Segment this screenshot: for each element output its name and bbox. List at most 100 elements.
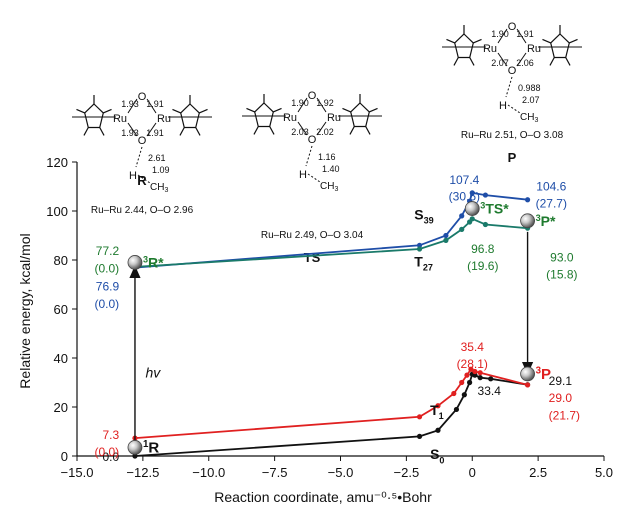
x-tick-label: −2.5	[394, 465, 420, 480]
y-tick-label: 40	[54, 351, 68, 366]
val-t1-r-rel: (0.0)	[94, 445, 119, 459]
data-point-t1	[524, 382, 531, 388]
val-t27-r: 77.2	[96, 244, 120, 258]
hv-label: hv	[146, 365, 162, 381]
label-s0-sub: 0	[439, 455, 444, 465]
val-t1-ts: 35.4	[461, 340, 485, 354]
ru-o-bond	[497, 28, 508, 44]
methyl-bond	[103, 108, 112, 114]
dist-oh: 0.988	[518, 83, 541, 93]
x-tick-label: 2.5	[529, 465, 547, 480]
axes: −15.0 −12.5 −10.0 −7.5 −5.0 −2.5 0 2.5 5.0 0 20 40 6…	[46, 155, 613, 480]
o-h-bond	[135, 146, 143, 168]
val-s39-ts: 107.4	[449, 173, 479, 187]
ru-o-bond	[127, 98, 138, 114]
cp-right	[168, 95, 212, 136]
transition-arrows	[129, 231, 534, 449]
val-s0-ts: 33.4	[478, 384, 502, 398]
p3-ball	[520, 366, 535, 382]
label-t27-main: T	[414, 253, 423, 269]
y-tick-label: 120	[46, 155, 68, 170]
dist-4: 1.91	[146, 128, 164, 138]
x-tick-label: −5.0	[328, 465, 354, 480]
label-3p: 3P	[536, 366, 551, 383]
label-t1-main: T	[430, 402, 439, 418]
ch3-group: CH3	[320, 181, 338, 193]
y-tick-label: 60	[54, 302, 68, 317]
val-s39-p: 104.6	[536, 179, 566, 193]
cp-ring	[180, 103, 200, 129]
data-point-s0	[435, 427, 441, 433]
r3-ball	[127, 255, 143, 270]
label-s0-main: S	[430, 446, 439, 462]
ru-right: Ru	[157, 113, 171, 125]
dist-1: 1.93	[121, 99, 139, 109]
methyl-bond	[342, 107, 351, 113]
ts3-ball	[464, 201, 480, 216]
o-h-bond	[505, 76, 513, 98]
data-point-t1	[459, 379, 465, 386]
cp-right	[538, 25, 582, 66]
methyl-bond	[549, 57, 555, 66]
x-tick-label: −12.5	[126, 465, 159, 480]
label-t1-sub: 1	[439, 411, 444, 421]
ch3-group: CH3	[150, 182, 168, 194]
y-tick-label: 100	[46, 204, 68, 219]
label-3p-main: P	[541, 366, 551, 383]
ch3-group: CH3	[520, 112, 538, 124]
methyl-bond	[569, 38, 578, 44]
x-tick-label: −7.5	[262, 465, 288, 480]
h-c-bond	[307, 173, 321, 183]
val-t27-r-rel: (0.0)	[94, 261, 119, 275]
dist-4: 2.06	[516, 58, 534, 68]
label-s0: S0	[430, 446, 444, 465]
data-point-s39	[416, 242, 423, 248]
dist-3: 2.03	[291, 127, 309, 137]
methyl-bond	[172, 108, 181, 114]
methyl-bond	[99, 127, 105, 136]
annotations: 1R3R*3TS*3P*3PS0T1S39T27hv0.07.3(0.0)77.…	[94, 173, 580, 465]
val-s39-r-rel: (0.0)	[94, 297, 119, 311]
data-point-s0	[467, 379, 473, 386]
data-point-t1	[451, 390, 457, 397]
structure-label: P	[508, 150, 517, 165]
label-3pstar-main: P*	[541, 213, 556, 229]
ru-o-bond	[316, 121, 327, 136]
data-point-t1	[472, 368, 478, 375]
dist-ch: 2.07	[522, 95, 540, 105]
y-tick-label: 0	[61, 449, 68, 464]
dist-3: 1.93	[121, 128, 139, 138]
ru-right: Ru	[327, 112, 341, 124]
cp-left	[72, 95, 116, 136]
ru-o-bond	[497, 52, 508, 67]
x-tick-label: 5.0	[595, 465, 613, 480]
dist-1: 1.90	[491, 29, 509, 39]
label-3r-sup: 3	[143, 255, 148, 265]
label-3ts-sup: 3	[480, 201, 485, 211]
data-point-t1	[416, 414, 423, 420]
o-h-bond	[305, 145, 313, 167]
val-t27-p: 93.0	[550, 250, 574, 264]
cp-left	[442, 25, 486, 66]
series-line-s0	[134, 373, 528, 457]
o-top: O	[308, 90, 317, 102]
methyl-bond	[76, 108, 85, 114]
label-1r-main: R	[148, 439, 159, 456]
r1-ball	[127, 440, 143, 455]
val-s0-r: 0.0	[102, 450, 119, 464]
label-s39-main: S	[414, 206, 423, 222]
cp-left	[242, 94, 286, 135]
p3star-ball	[520, 213, 535, 229]
methyl-bond	[473, 38, 482, 44]
methyl-bond	[253, 126, 259, 135]
methyl-bond	[469, 57, 475, 66]
ch3-sub: 3	[534, 117, 538, 124]
y-tick-label: 20	[54, 400, 68, 415]
methyl-bond	[446, 38, 455, 44]
label-3ts: 3TS*	[480, 201, 509, 217]
val-t27-ts-rel: (19.6)	[467, 259, 498, 273]
data-point-s39	[524, 197, 531, 203]
h-atom: H	[299, 169, 307, 181]
